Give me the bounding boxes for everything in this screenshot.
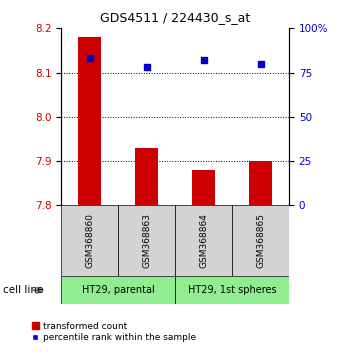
Bar bbox=[175, 276, 289, 304]
Bar bbox=[78, 37, 101, 205]
Text: GSM368863: GSM368863 bbox=[142, 213, 151, 268]
Point bbox=[144, 64, 149, 70]
Bar bbox=[175, 205, 232, 276]
Text: cell line: cell line bbox=[3, 285, 44, 295]
Bar bbox=[249, 161, 272, 205]
Legend: transformed count, percentile rank within the sample: transformed count, percentile rank withi… bbox=[32, 322, 197, 342]
Bar bbox=[61, 205, 118, 276]
Bar bbox=[135, 148, 158, 205]
Text: HT29, parental: HT29, parental bbox=[82, 285, 154, 295]
Point bbox=[258, 61, 263, 67]
Bar bbox=[232, 205, 289, 276]
Point bbox=[201, 57, 206, 63]
Bar bbox=[118, 205, 175, 276]
Text: GSM368860: GSM368860 bbox=[85, 213, 94, 268]
Bar bbox=[192, 170, 215, 205]
Text: GSM368865: GSM368865 bbox=[256, 213, 265, 268]
Point bbox=[87, 56, 92, 61]
Bar bbox=[61, 276, 175, 304]
Title: GDS4511 / 224430_s_at: GDS4511 / 224430_s_at bbox=[100, 11, 250, 24]
Text: HT29, 1st spheres: HT29, 1st spheres bbox=[188, 285, 276, 295]
Text: GSM368864: GSM368864 bbox=[199, 213, 208, 268]
